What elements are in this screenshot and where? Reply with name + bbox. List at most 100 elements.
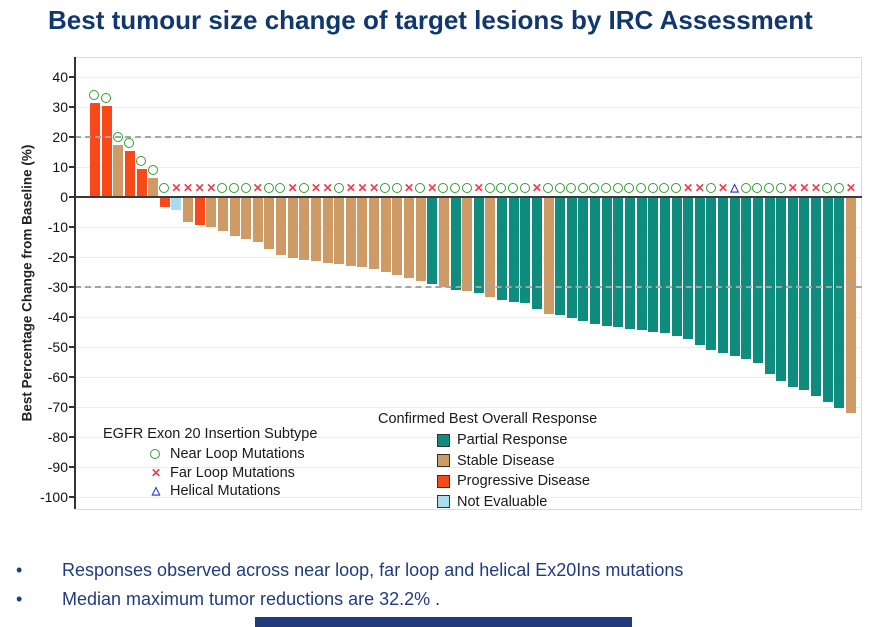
summary-bullets: • Responses observed across near loop, f…: [0, 556, 870, 614]
near-loop-circle-icon: [822, 182, 833, 193]
patient-bar: [834, 198, 845, 409]
legend-best-overall-response: Confirmed Best Overall Response Partial …: [378, 411, 597, 512]
y-tick-mark: [69, 256, 75, 258]
gridline: [75, 317, 862, 318]
far-loop-x-icon: ✕: [473, 180, 484, 195]
legend-item-helical: △ Helical Mutations: [103, 482, 317, 501]
near-loop-circle-icon: [298, 182, 309, 193]
y-tick-label: -30: [47, 279, 68, 295]
patient-bar: [741, 198, 752, 359]
near-loop-circle-icon: [275, 182, 286, 193]
far-loop-x-icon: ✕: [694, 180, 705, 195]
near-loop-circle-icon: [647, 182, 658, 193]
near-loop-circle-icon: [508, 182, 519, 193]
patient-bar: [415, 198, 426, 281]
patient-bar: [531, 198, 542, 310]
bullet-text: Median maximum tumor reductions are 32.2…: [62, 589, 441, 609]
patient-bar: [124, 151, 135, 196]
waterfall-chart: Best Percentage Change from Baseline (%)…: [20, 57, 862, 512]
gridline: [75, 407, 862, 408]
y-tick-mark: [69, 466, 75, 468]
legend-item-far-loop: ✕ Far Loop Mutations: [103, 464, 317, 483]
patient-bar: [380, 198, 391, 272]
far-loop-x-icon: ✕: [150, 465, 162, 480]
y-tick-label: -100: [39, 489, 68, 505]
legend-item-progressive-disease: Progressive Disease: [378, 471, 597, 492]
y-tick-label: 20: [52, 129, 68, 145]
far-loop-x-icon: ✕: [310, 180, 321, 195]
y-tick-label: 30: [52, 99, 68, 115]
bullet-item: • Responses observed across near loop, f…: [0, 556, 870, 585]
y-tick-mark: [69, 406, 75, 408]
footer-accent-bar: [255, 617, 632, 627]
patient-bar: [566, 198, 577, 319]
bullet-dot-icon: •: [16, 589, 23, 609]
far-loop-x-icon: ✕: [206, 180, 217, 195]
far-loop-x-icon: ✕: [845, 180, 856, 195]
bullet-text: Responses observed across near loop, far…: [62, 560, 684, 580]
patient-bar: [776, 198, 787, 382]
patient-bar: [485, 198, 496, 298]
patient-bar: [404, 198, 414, 278]
near-loop-circle-icon: [519, 182, 530, 193]
y-tick-mark: [69, 436, 75, 438]
page-title: Best tumour size change of target lesion…: [48, 5, 813, 35]
patient-bar: [613, 198, 624, 328]
near-loop-circle-icon: [612, 182, 623, 193]
near-loop-circle-icon: [566, 182, 577, 193]
gridline: [75, 467, 862, 468]
patient-bar: [555, 198, 566, 316]
y-tick-mark: [69, 166, 75, 168]
y-tick-label: 10: [52, 159, 68, 175]
patient-bar: [299, 198, 310, 260]
stable-disease-swatch: [437, 454, 450, 467]
far-loop-x-icon: ✕: [403, 180, 415, 195]
near-loop-circle-icon: [624, 182, 635, 193]
y-tick-label: -70: [47, 399, 68, 415]
patient-bar: [636, 198, 647, 331]
patient-bar: [392, 198, 403, 275]
patient-bar: [752, 198, 763, 364]
far-loop-x-icon: ✕: [183, 180, 194, 195]
bullet-dot-icon: •: [16, 560, 23, 580]
near-loop-circle-icon: [380, 182, 391, 193]
patient-bar: [450, 198, 461, 290]
near-loop-circle-icon: [217, 182, 228, 193]
far-loop-x-icon: ✕: [357, 180, 368, 195]
patient-bar: [217, 198, 228, 232]
plot-frame-bottom: [75, 509, 862, 510]
patient-bar: [287, 198, 298, 259]
legend-item-partial-response: Partial Response: [378, 430, 597, 451]
y-tick-label: 40: [52, 69, 68, 85]
patient-bar: [706, 198, 717, 350]
near-loop-circle-icon: [101, 92, 112, 103]
patient-bar: [694, 198, 705, 346]
far-loop-x-icon: ✕: [531, 180, 542, 195]
patient-bar: [659, 198, 670, 334]
patient-bar: [520, 198, 531, 304]
far-loop-x-icon: ✕: [787, 180, 798, 195]
patient-bar: [310, 198, 321, 262]
bullet-item: • Median maximum tumor reductions are 32…: [0, 585, 870, 614]
near-loop-circle-icon: [705, 182, 716, 193]
patient-bar: [194, 198, 205, 226]
patient-bar: [136, 169, 147, 196]
far-loop-x-icon: ✕: [369, 180, 380, 195]
zero-baseline: [75, 195, 862, 199]
patient-bar: [462, 198, 473, 292]
plot-frame-top: [75, 57, 862, 58]
near-loop-circle-icon: [150, 449, 160, 459]
y-tick-mark: [69, 496, 75, 498]
patient-bar: [90, 103, 100, 196]
near-loop-circle-icon: [659, 182, 670, 193]
near-loop-circle-icon: [438, 182, 449, 193]
near-loop-circle-icon: [577, 182, 588, 193]
near-loop-circle-icon: [589, 182, 600, 193]
near-loop-circle-icon: [542, 182, 553, 193]
near-loop-circle-icon: [670, 182, 681, 193]
patient-bar: [206, 198, 217, 227]
patient-bar: [729, 198, 740, 356]
patient-bar: [357, 198, 368, 268]
progressive-disease-swatch: [437, 474, 450, 488]
